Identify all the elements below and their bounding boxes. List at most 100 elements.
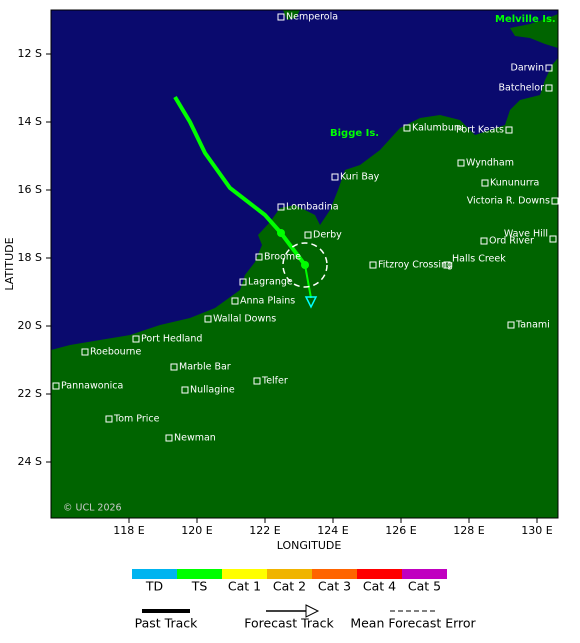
place-label: Pannawonica [61,381,123,392]
place-label: Halls Creek [452,254,506,265]
region-label: Bigge Is. [330,128,379,139]
place-label: Wyndham [466,158,514,169]
place-label: Tom Price [113,414,160,425]
place-label: Telfer [261,376,288,387]
place-label: Lagrange [248,277,293,288]
place-label: Victoria R. Downs [467,196,550,207]
place-label: Port Keats [456,125,504,136]
x-tick-label: 120 E [181,524,212,537]
place-marker [304,231,312,239]
x-tick-label: 130 E [521,524,552,537]
place-label: Nemperola [286,12,338,23]
category-swatch [312,569,357,579]
place-marker [165,434,173,442]
y-tick-label: 14 S [18,115,42,128]
category-swatch [222,569,267,579]
place-marker [204,315,212,323]
category-swatch [357,569,402,579]
place-label: Batchelor [498,83,544,94]
y-tick-label: 20 S [18,319,42,332]
category-swatch [132,569,177,579]
place-label: Anna Plains [240,296,295,307]
track-legend-label: Forecast Track [244,616,334,631]
place-marker [545,64,553,72]
place-marker [549,235,557,243]
place-label: Darwin [511,63,544,74]
place-marker [545,84,553,92]
place-label: Newman [174,433,216,444]
category-label: Cat 5 [408,579,441,594]
forecast-track [304,264,312,299]
region-label: Melville Is. [495,14,556,25]
place-marker [181,386,189,394]
place-label: Wave Hill [504,229,548,240]
x-axis-label: LONGITUDE [277,539,342,552]
category-swatch [177,569,222,579]
place-label: Tanami [515,320,550,331]
place-label: Wallal Downs [213,314,276,325]
forecast-error [282,242,328,288]
place-label: Ord River [489,236,534,247]
x-tick-label: 124 E [317,524,348,537]
place-marker [231,297,239,305]
place-label: Kununurra [490,178,539,189]
land [51,58,558,518]
place-marker [331,173,339,181]
category-label: Cat 4 [363,579,396,594]
place-label: Broome [264,252,301,263]
place-marker [457,159,465,167]
place-marker [551,197,559,205]
place-marker [403,124,411,132]
place-marker [277,13,285,21]
y-tick-label: 24 S [18,455,42,468]
place-label: Lombadina [286,202,339,213]
place-label: Fitzroy Crossing [378,260,453,271]
x-tick-label: 118 E [113,524,144,537]
y-tick-label: 12 S [18,47,42,60]
forecast-arrow-key [305,604,320,618]
place-marker [255,253,263,261]
place-label: Port Hedland [141,334,202,345]
place-marker [369,261,377,269]
island [510,14,558,48]
place-marker [505,126,513,134]
category-swatch [402,569,447,579]
category-label: TD [145,579,163,594]
category-label: Cat 3 [318,579,351,594]
track-legend-label: Mean Forecast Error [350,616,476,631]
x-tick-label: 122 E [249,524,280,537]
y-tick-label: 22 S [18,387,42,400]
place-marker [170,363,178,371]
place-marker [105,415,113,423]
y-tick-label: 16 S [18,183,42,196]
place-marker [253,377,261,385]
track-point [277,229,285,237]
place-label: Kuri Bay [340,172,380,183]
track-legend-label: Past Track [135,616,198,631]
island [283,10,300,20]
track-point [301,261,309,269]
place-marker [132,335,140,343]
place-marker [277,203,285,211]
place-label: Derby [313,230,342,241]
place-label: Marble Bar [179,362,231,373]
frame [50,9,559,519]
place-marker [81,348,89,356]
category-swatch [267,569,312,579]
place-label: Nullagine [190,385,235,396]
place-label: Roebourne [90,347,141,358]
place-marker [480,237,488,245]
category-label: TS [191,579,208,594]
forecast-arrow [304,296,318,309]
place-marker [52,382,60,390]
y-axis-label: LATITUDE [3,237,16,290]
place-marker [443,261,451,269]
y-tick-label: 18 S [18,251,42,264]
place-label: Kalumburu [412,123,464,134]
place-marker [507,321,515,329]
place-marker [481,179,489,187]
category-label: Cat 1 [228,579,261,594]
x-tick-label: 128 E [453,524,484,537]
copyright: © UCL 2026 [63,503,122,514]
